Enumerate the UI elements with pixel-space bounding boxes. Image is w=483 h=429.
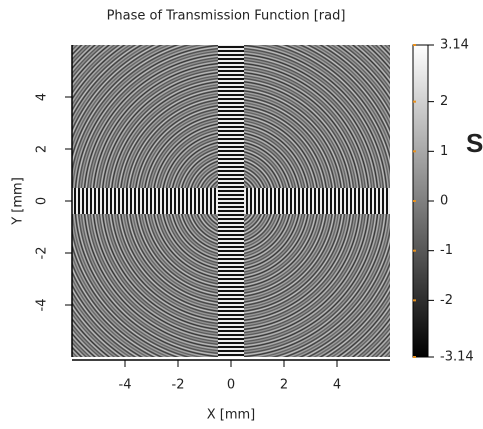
colorbar-tick-label: -1 — [440, 243, 453, 258]
y-tick-label: -4 — [35, 299, 50, 312]
y-tick-label: -2 — [35, 247, 50, 260]
chart-title: Phase of Transmission Function [rad] — [107, 9, 346, 24]
x-axis-label: X [mm] — [207, 408, 256, 423]
colorbar-tick-label: 3.14 — [440, 38, 469, 53]
x-tick-label: -4 — [119, 378, 132, 393]
y-tick-label: 0 — [35, 197, 50, 205]
x-tick-label: -2 — [172, 378, 185, 393]
heatmap-image — [72, 45, 390, 357]
annotation: S — [466, 128, 483, 158]
colorbar-tick-label: 1 — [440, 144, 448, 159]
x-tick-label: 2 — [280, 378, 288, 393]
colorbar-tick-label: -3.14 — [440, 350, 474, 365]
x-tick-label: 4 — [333, 378, 341, 393]
colorbar-tick-label: 0 — [440, 194, 448, 209]
colorbar-tick-label: -2 — [440, 293, 453, 308]
y-tick-label: 2 — [35, 145, 50, 153]
y-axis-label: Y [mm] — [11, 177, 26, 226]
y-tick-label: 4 — [35, 93, 50, 101]
x-tick-label: 0 — [227, 378, 235, 393]
colorbar-tick-label: 2 — [440, 94, 448, 109]
